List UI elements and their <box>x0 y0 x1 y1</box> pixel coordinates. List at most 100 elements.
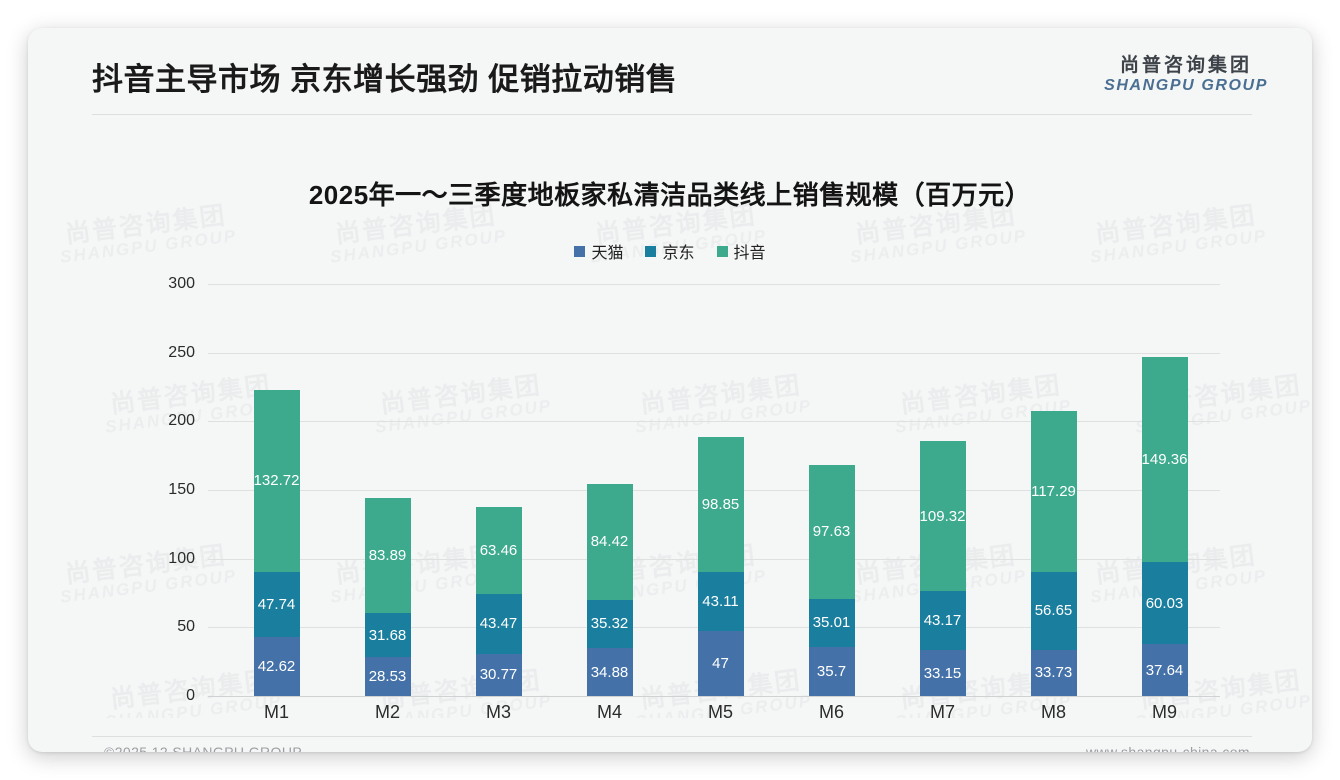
bar-segment-京东[interactable]: 43.11 <box>697 572 744 632</box>
bar-segment-天猫[interactable]: 28.53 <box>364 656 411 696</box>
bar-value-label: 97.63 <box>812 523 851 541</box>
x-axis-tick-label: M9 <box>1151 702 1177 722</box>
bar-segment-抖音[interactable]: 132.72 <box>253 389 300 572</box>
footer-copyright: ©2025.12 SHANGPU GROUP <box>104 744 303 752</box>
bar-segment-天猫[interactable]: 42.62 <box>253 637 300 696</box>
x-axis-tick-label: M5 <box>707 702 733 722</box>
bar-stack-M7[interactable]: 109.32 43.17 33.15 <box>919 441 966 696</box>
bar-segment-天猫[interactable]: 47 <box>697 631 744 696</box>
bar-value-label: 132.72 <box>253 472 300 490</box>
bar-stack-M5[interactable]: 98.85 43.11 47 <box>697 436 744 696</box>
bar-segment-抖音[interactable]: 63.46 <box>475 506 522 595</box>
gridline <box>208 421 1220 423</box>
bar-value-label: 35.7 <box>816 662 847 680</box>
bar-segment-京东[interactable]: 60.03 <box>1141 561 1188 645</box>
bar-stack-M4[interactable]: 84.42 35.32 34.88 <box>586 483 633 696</box>
bar-segment-天猫[interactable]: 37.64 <box>1141 644 1188 696</box>
bar-segment-天猫[interactable]: 33.15 <box>919 650 966 696</box>
bar-stack-M6[interactable]: 97.63 35.01 35.7 <box>808 464 855 696</box>
chart-legend: 天猫 京东 抖音 <box>28 239 1312 263</box>
bar-segment-天猫[interactable]: 34.88 <box>586 648 633 696</box>
legend-item-抖音[interactable]: 抖音 <box>716 239 766 263</box>
bar-stack-M9[interactable]: 149.36 60.03 37.64 <box>1141 356 1188 696</box>
bar-segment-抖音[interactable]: 83.89 <box>364 498 411 614</box>
bar-value-label: 34.88 <box>590 663 629 681</box>
legend-label: 天猫 <box>591 245 624 262</box>
bar-segment-京东[interactable]: 47.74 <box>253 571 300 638</box>
bar-value-label: 47.74 <box>257 596 296 614</box>
bar-segment-京东[interactable]: 43.47 <box>475 594 522 654</box>
footer-divider <box>92 736 1252 737</box>
footer-website[interactable]: www.shangpu-china.com <box>1085 744 1250 752</box>
page-title: 抖音主导市场 京东增长强劲 促销拉动销售 <box>92 62 678 97</box>
chart-plot-area: 0 50 100 150 200 250 300 132.72 47.74 42.62 M1 83.8… <box>131 266 1220 728</box>
bar-value-label: 109.32 <box>919 507 966 525</box>
bar-value-label: 37.64 <box>1145 661 1184 679</box>
bar-value-label: 43.11 <box>702 593 739 611</box>
bar-segment-京东[interactable]: 35.01 <box>808 598 855 647</box>
bar-segment-天猫[interactable]: 35.7 <box>808 646 855 696</box>
bar-segment-天猫[interactable]: 33.73 <box>1030 649 1077 696</box>
bar-value-label: 30.77 <box>479 666 518 684</box>
bar-value-label: 47 <box>712 655 729 673</box>
bar-stack-M1[interactable]: 132.72 47.74 42.62 <box>253 389 300 696</box>
bar-value-label: 43.47 <box>479 615 518 633</box>
bar-value-label: 98.85 <box>701 495 740 513</box>
legend-label: 抖音 <box>733 245 766 262</box>
slide-card: 尚普咨询集团 SHANGPU GROUP 尚普咨询集团 SHANGPU GROUP 尚普… <box>28 28 1312 752</box>
bar-stack-M8[interactable]: 117.29 56.65 33.73 <box>1030 410 1077 696</box>
legend-swatch-icon <box>645 245 657 257</box>
bar-segment-京东[interactable]: 56.65 <box>1030 571 1077 650</box>
bar-value-label: 35.01 <box>812 614 851 632</box>
gridline <box>208 284 1220 285</box>
bar-segment-抖音[interactable]: 84.42 <box>586 483 633 600</box>
bar-segment-抖音[interactable]: 149.36 <box>1141 356 1188 562</box>
bar-stack-M3[interactable]: 63.46 43.47 30.77 <box>475 506 522 696</box>
x-axis-tick-label: M8 <box>1040 702 1066 722</box>
bar-segment-抖音[interactable]: 109.32 <box>919 441 966 592</box>
bar-segment-京东[interactable]: 31.68 <box>364 613 411 657</box>
x-axis-tick-label: M4 <box>596 702 622 722</box>
bar-segment-京东[interactable]: 43.17 <box>919 591 966 651</box>
x-axis-tick-label: M6 <box>818 702 844 722</box>
legend-item-京东[interactable]: 京东 <box>645 239 695 263</box>
bar-value-label: 149.36 <box>1141 450 1188 468</box>
legend-item-天猫[interactable]: 天猫 <box>574 239 623 263</box>
brand-name-en: SHANGPU GROUP <box>1104 76 1268 94</box>
brand-logo: 尚普咨询集团 SHANGPU GROUP <box>1104 56 1268 95</box>
bar-value-label: 60.03 <box>1145 594 1184 612</box>
bar-stack-M2[interactable]: 83.89 31.68 28.53 <box>364 498 411 696</box>
bar-value-label: 117.29 <box>1031 482 1076 500</box>
y-axis-tick-label: 50 <box>177 618 195 636</box>
legend-swatch-icon <box>574 245 586 257</box>
bar-segment-京东[interactable]: 35.32 <box>586 599 633 649</box>
bar-value-label: 33.15 <box>923 664 962 682</box>
y-axis-tick-label: 250 <box>168 343 195 361</box>
bar-value-label: 31.68 <box>368 626 407 644</box>
bar-value-label: 83.89 <box>368 547 407 565</box>
x-axis-tick-label: M3 <box>485 702 511 722</box>
y-axis-tick-label: 300 <box>168 275 195 292</box>
y-axis-tick-label: 150 <box>168 481 195 498</box>
bar-segment-抖音[interactable]: 98.85 <box>697 436 744 573</box>
x-axis-tick-label: M7 <box>929 702 955 722</box>
bar-value-label: 84.42 <box>590 533 629 551</box>
x-axis-tick-label: M1 <box>263 702 289 722</box>
bar-segment-抖音[interactable]: 97.63 <box>808 464 855 599</box>
y-axis-tick-label: 100 <box>168 549 195 567</box>
y-axis-tick-label: 200 <box>168 412 195 430</box>
chart-title: 2025年一～三季度地板家私清洁品类线上销售规模（百万元） <box>308 180 1032 210</box>
bar-value-label: 28.53 <box>368 667 407 685</box>
bar-segment-天猫[interactable]: 30.77 <box>475 653 522 696</box>
gridline <box>208 352 1220 354</box>
bar-value-label: 43.17 <box>923 612 962 630</box>
bar-value-label: 56.65 <box>1034 602 1073 620</box>
brand-name-cn: 尚普咨询集团 <box>1120 55 1253 76</box>
bar-value-label: 35.32 <box>590 615 629 633</box>
bar-segment-抖音[interactable]: 117.29 <box>1030 410 1077 572</box>
x-axis-tick-label: M2 <box>374 702 400 722</box>
bar-value-label: 63.46 <box>479 541 518 559</box>
header: 抖音主导市场 京东增长强劲 促销拉动销售 尚普咨询集团 SHANGPU GROU… <box>28 28 1312 112</box>
y-axis-tick-label: 0 <box>186 687 195 704</box>
bar-value-label: 42.62 <box>257 658 296 676</box>
